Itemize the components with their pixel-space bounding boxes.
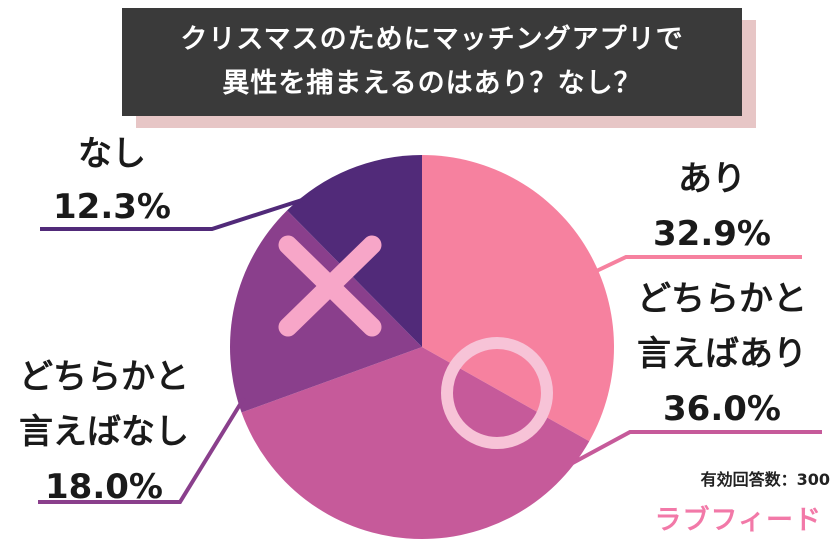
slice-label-nashi-1: なし: [78, 134, 146, 174]
slice-value-dochiraka-ari: 36.0%: [663, 389, 781, 429]
slice-label-dochiraka-ari-2: 言えばあり: [637, 334, 807, 374]
slice-label-dochiraka-nashi-1: どちらかと: [19, 357, 189, 397]
leader-dochiraka-ari: [555, 430, 822, 474]
cross-icon: [278, 235, 382, 337]
slice-marks: [278, 235, 553, 449]
pie-slices: [229, 155, 614, 540]
slice-value-nashi: 12.3%: [53, 187, 171, 227]
slice-value-ari: 32.9%: [653, 214, 771, 254]
slice-label-ari-1: あり: [678, 159, 746, 199]
title-line-2: 異性を捕まえるのはあり？なし？: [222, 68, 642, 99]
slice-value-dochiraka-nashi: 18.0%: [45, 467, 163, 507]
pie-slice-ari: [422, 155, 614, 442]
leader-ari: [587, 255, 802, 277]
circle-icon: [441, 337, 553, 449]
leader-dochiraka-nashi: [38, 396, 246, 504]
title-line-1: クリスマスのためにマッチングアプリで: [180, 24, 684, 55]
slice-label-dochiraka-ari-1: どちらかと: [637, 279, 807, 319]
slice-labels: あり32.9%どちらかと言えばあり36.0%どちらかと言えばなし18.0%なし1…: [19, 134, 807, 507]
leader-lines: [38, 198, 822, 504]
brand-logo: ラブフィード: [654, 505, 822, 536]
slice-label-dochiraka-nashi-2: 言えばなし: [19, 412, 189, 452]
respondent-count: 有効回答数：300: [700, 470, 830, 489]
pie-slice-dochiraka-nashi: [229, 210, 422, 413]
pie-slice-dochiraka-ari: [241, 347, 590, 540]
leader-nashi: [40, 198, 303, 231]
title-box: クリスマスのためにマッチングアプリで 異性を捕まえるのはあり？なし？: [122, 8, 742, 116]
